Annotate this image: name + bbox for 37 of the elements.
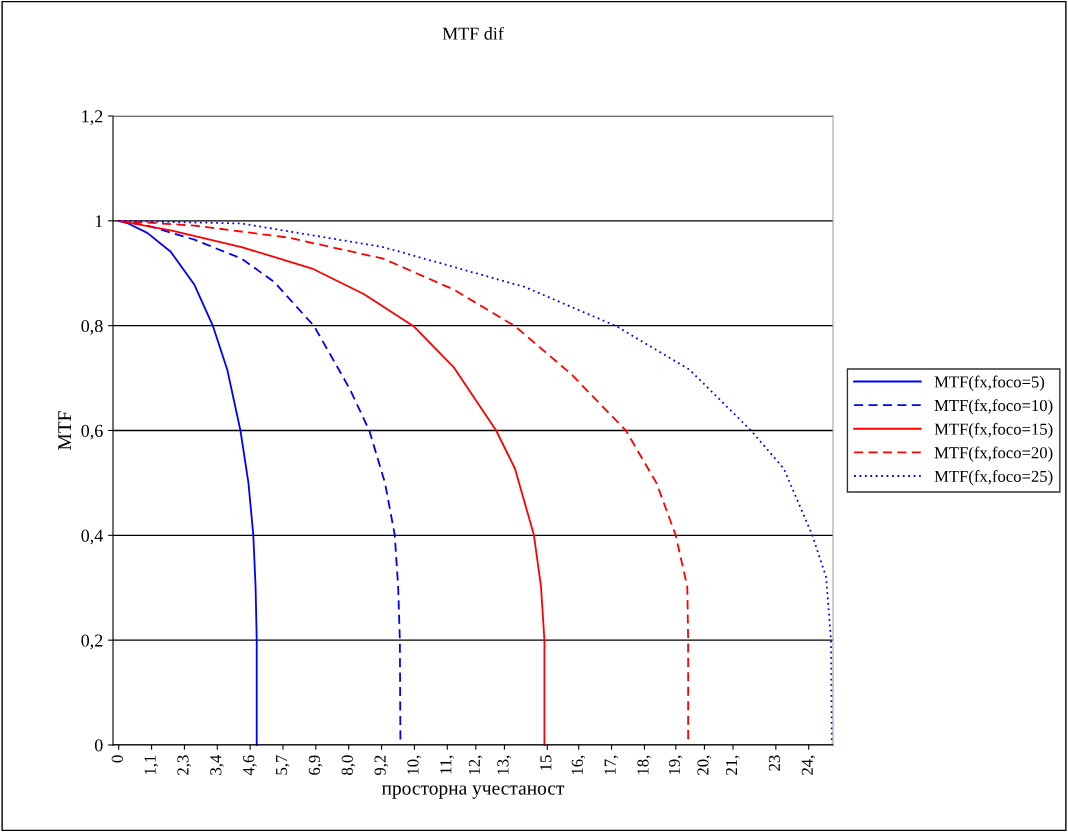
- legend-label: MTF(fx,foco=15): [934, 422, 1053, 439]
- x-axis-title: просторна учестаност: [381, 785, 565, 799]
- y-axis-title: MTF: [58, 411, 72, 450]
- legend-label: MTF(fx,foco=25): [934, 470, 1053, 486]
- x-tick-label: 10,: [407, 755, 421, 775]
- x-tick-label: 0: [111, 755, 123, 763]
- x-tick-label: 20,: [697, 755, 711, 775]
- x-tick-label: 18,: [637, 755, 651, 775]
- x-tick-label: 6,9: [308, 755, 323, 775]
- x-tick-label: 5,7: [276, 755, 290, 775]
- y-tick-label: 0,2: [81, 634, 103, 650]
- x-tick-label: 2,3: [177, 755, 191, 775]
- x-tick-label: 15: [540, 755, 552, 770]
- x-tick-label: 11,: [440, 755, 454, 774]
- y-tick-label: 0,8: [81, 319, 103, 335]
- x-tick-label: 24,: [801, 755, 816, 775]
- x-tick-label: 9,2: [374, 755, 389, 776]
- x-tick-label: 1,1: [144, 755, 159, 775]
- x-tick-label: 23: [768, 755, 781, 771]
- y-tick-label: 0,4: [81, 529, 103, 545]
- chart-title: MTF dif: [442, 26, 504, 40]
- legend-label: MTF(fx,foco=20): [934, 446, 1053, 462]
- x-tick-label: 8,0: [341, 755, 356, 775]
- x-tick-label: 17,: [604, 755, 619, 775]
- x-tick-label: 12,: [468, 755, 483, 775]
- x-tick-label: 3,4: [210, 754, 224, 775]
- legend-label: MTF(fx,foco=10): [934, 399, 1053, 415]
- y-tick-label: 1,2: [82, 110, 103, 126]
- y-tick-label: 0,6: [81, 424, 103, 440]
- x-tick-label: 16,: [571, 755, 586, 775]
- x-tick-label: 13,: [497, 755, 511, 775]
- x-tick-label: 4,6: [243, 755, 257, 776]
- x-tick-label: 21,: [725, 755, 740, 775]
- y-tick-label: 0: [94, 739, 103, 752]
- y-tick-label: 1: [95, 215, 103, 228]
- legend-label: MTF(fx,foco=5): [934, 375, 1045, 391]
- x-tick-label: 19,: [668, 755, 683, 775]
